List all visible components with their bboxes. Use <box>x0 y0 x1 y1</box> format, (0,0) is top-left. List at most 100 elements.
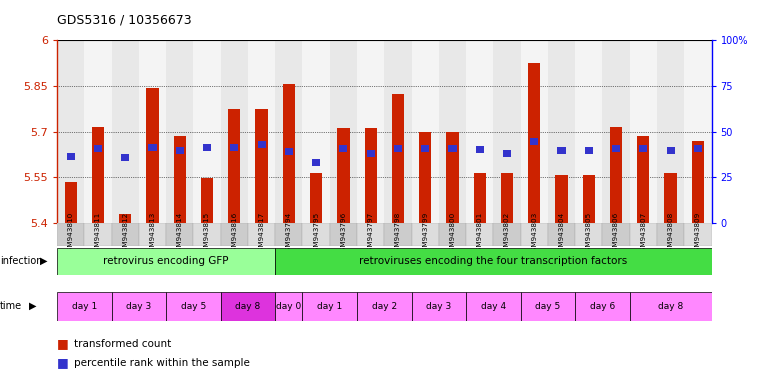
Bar <box>330 40 357 223</box>
Bar <box>146 88 158 223</box>
Bar <box>57 223 84 246</box>
Bar <box>94 145 102 152</box>
Bar <box>412 40 439 223</box>
Text: GSM943803: GSM943803 <box>531 212 537 257</box>
Text: retroviruses encoding the four transcription factors: retroviruses encoding the four transcrip… <box>359 256 628 266</box>
Text: percentile rank within the sample: percentile rank within the sample <box>74 358 250 368</box>
Bar <box>466 40 493 223</box>
Bar <box>228 109 240 223</box>
Bar <box>664 172 677 223</box>
Bar <box>257 141 266 147</box>
Text: GSM943805: GSM943805 <box>586 212 592 257</box>
Bar <box>384 40 412 223</box>
Bar <box>139 40 166 223</box>
Bar <box>493 40 521 223</box>
Text: transformed count: transformed count <box>74 339 171 349</box>
Bar <box>630 223 657 246</box>
Text: retrovirus encoding GFP: retrovirus encoding GFP <box>103 256 229 266</box>
Text: time: time <box>0 301 22 311</box>
Bar <box>176 147 184 154</box>
Bar <box>657 223 684 246</box>
Bar <box>248 40 275 223</box>
Bar <box>65 182 77 223</box>
Bar <box>612 145 620 152</box>
Text: GSM943807: GSM943807 <box>640 212 646 257</box>
Bar <box>275 40 303 223</box>
Bar <box>67 153 75 160</box>
Text: GSM943801: GSM943801 <box>476 212 482 257</box>
Bar <box>339 145 348 152</box>
Bar <box>530 138 538 145</box>
Bar <box>275 292 303 321</box>
Bar <box>630 292 712 321</box>
Bar <box>57 248 275 275</box>
Bar <box>684 40 712 223</box>
Bar <box>275 248 712 275</box>
Bar <box>448 145 457 152</box>
Text: day 8: day 8 <box>658 302 683 311</box>
Bar <box>303 292 357 321</box>
Text: ■: ■ <box>57 337 68 350</box>
Bar <box>221 223 248 246</box>
Bar <box>521 223 548 246</box>
Bar <box>92 127 104 223</box>
Text: GSM943804: GSM943804 <box>559 212 565 257</box>
Bar <box>285 148 293 155</box>
Bar <box>57 40 84 223</box>
Bar <box>558 147 565 154</box>
Bar <box>548 223 575 246</box>
Bar <box>256 109 268 223</box>
Bar <box>412 223 439 246</box>
Text: GSM943800: GSM943800 <box>450 212 456 257</box>
Bar <box>657 40 684 223</box>
Bar <box>439 223 466 246</box>
Bar <box>421 145 429 152</box>
Text: day 4: day 4 <box>481 302 506 311</box>
Bar <box>684 223 712 246</box>
Bar <box>84 223 112 246</box>
Bar <box>630 40 657 223</box>
Bar <box>603 40 630 223</box>
Bar <box>667 147 675 154</box>
Bar <box>365 129 377 223</box>
Bar <box>148 144 157 151</box>
Bar <box>466 292 521 321</box>
Text: GSM943811: GSM943811 <box>95 212 101 257</box>
Bar <box>575 292 630 321</box>
Text: day 1: day 1 <box>72 302 97 311</box>
Bar <box>119 214 132 223</box>
Bar <box>201 178 213 223</box>
Bar <box>367 150 374 157</box>
Bar <box>283 84 295 223</box>
Text: ▶: ▶ <box>29 301 37 311</box>
Text: GSM943810: GSM943810 <box>68 212 74 257</box>
Bar <box>384 223 412 246</box>
Bar <box>57 292 112 321</box>
Bar <box>193 40 221 223</box>
Text: GDS5316 / 10356673: GDS5316 / 10356673 <box>57 13 192 26</box>
Bar <box>121 154 129 161</box>
Bar <box>419 132 431 223</box>
Bar <box>603 223 630 246</box>
Text: infection: infection <box>0 256 43 266</box>
Text: GSM943798: GSM943798 <box>395 212 401 257</box>
Bar <box>303 40 330 223</box>
Text: GSM943813: GSM943813 <box>149 212 155 257</box>
Bar <box>466 223 493 246</box>
Text: GSM943796: GSM943796 <box>340 212 346 257</box>
Bar <box>575 40 603 223</box>
Bar <box>694 145 702 152</box>
Bar <box>357 292 412 321</box>
Bar <box>583 175 595 223</box>
Bar <box>221 292 275 321</box>
Bar <box>447 132 459 223</box>
Text: GSM943797: GSM943797 <box>368 212 374 257</box>
Text: day 3: day 3 <box>126 302 151 311</box>
Bar <box>221 40 248 223</box>
Bar <box>521 292 575 321</box>
Text: day 5: day 5 <box>181 302 206 311</box>
Text: GSM943816: GSM943816 <box>231 212 237 257</box>
Bar <box>394 145 402 152</box>
Bar <box>575 223 603 246</box>
Bar <box>112 292 166 321</box>
